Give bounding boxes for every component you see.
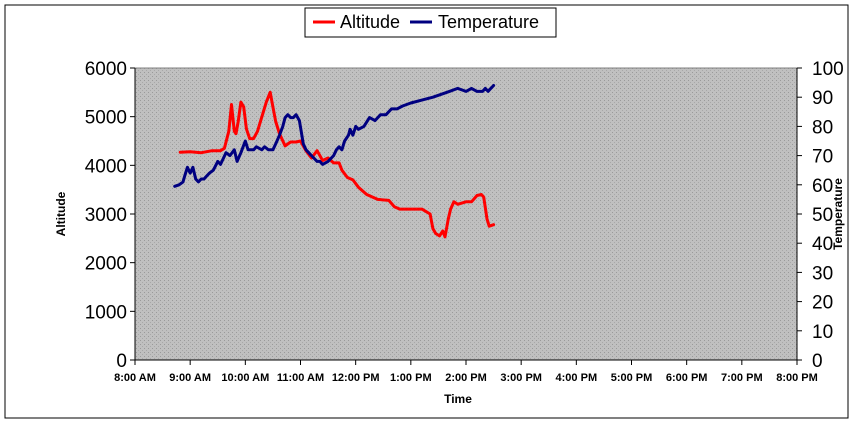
y-axis-label: Altitude: [54, 191, 68, 236]
plot-area: [134, 67, 798, 361]
x-tick-label: 10:00 AM: [221, 372, 269, 384]
y-tick-label: 0: [116, 351, 127, 372]
series-lines: [173, 84, 496, 239]
x-tick-label: 7:00 PM: [721, 372, 763, 384]
legend-label-temperature: Temperature: [438, 12, 539, 32]
y2-tick-label: 50: [812, 205, 833, 226]
y-axis-ticks: 0 1000 2000 3000 4000 5000 6000: [85, 59, 135, 372]
x-tick-label: 1:00 PM: [390, 372, 432, 384]
x-tick-label: 6:00 PM: [666, 372, 708, 384]
y2-tick-label: 80: [812, 117, 833, 138]
y2-tick-label: 0: [812, 351, 823, 372]
x-axis-ticks: 8:00 AM 9:00 AM 10:00 AM 11:00 AM 12:00 PM 1:…: [114, 360, 818, 384]
x-tick-label: 2:00 PM: [445, 372, 487, 384]
series-line-altitude: [178, 90, 496, 239]
y-tick-label: 6000: [85, 59, 127, 80]
x-tick-label: 9:00 AM: [169, 372, 211, 384]
x-axis-label: Time: [444, 392, 472, 406]
y-tick-label: 5000: [85, 108, 127, 129]
legend-label-altitude: Altitude: [340, 12, 400, 32]
y-tick-label: 2000: [85, 254, 127, 275]
x-tick-label: 12:00 PM: [332, 372, 380, 384]
y-tick-label: 4000: [85, 156, 127, 177]
y2-axis-label: Temperature: [831, 178, 845, 250]
y-tick-label: 3000: [85, 205, 127, 226]
y2-tick-label: 70: [812, 147, 833, 168]
y2-tick-label: 60: [812, 176, 833, 197]
y2-tick-label: 20: [812, 293, 833, 314]
x-tick-label: 8:00 AM: [114, 372, 156, 384]
y2-tick-label: 90: [812, 88, 833, 109]
y2-tick-label: 10: [812, 322, 833, 343]
plot-background: [134, 67, 798, 361]
legend: Altitude Temperature: [304, 7, 557, 38]
y2-tick-label: 100: [812, 59, 844, 80]
y2-tick-label: 40: [812, 234, 833, 255]
x-tick-label: 5:00 PM: [611, 372, 653, 384]
y2-tick-label: 30: [812, 263, 833, 284]
y-tick-label: 1000: [85, 302, 127, 323]
x-tick-label: 11:00 AM: [277, 372, 324, 384]
x-tick-label: 3:00 PM: [500, 372, 542, 384]
x-tick-label: 4:00 PM: [556, 372, 598, 384]
y2-axis-ticks: 0 10 20 30 40 50 60 70 80 90 100: [797, 59, 844, 372]
series-line-temperature: [173, 84, 496, 188]
x-tick-label: 8:00 PM: [776, 372, 818, 384]
